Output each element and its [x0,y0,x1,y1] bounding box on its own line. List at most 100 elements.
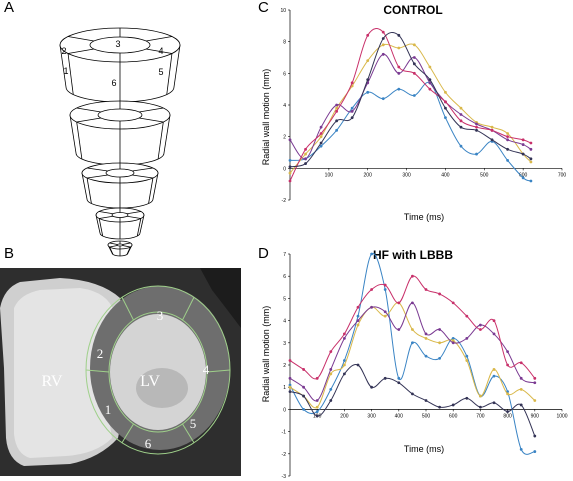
segment-divider [67,48,95,54]
data-point [319,141,323,145]
mri-segment-label-3: 3 [157,308,164,323]
segment-side-divider [148,177,154,204]
data-point [302,368,305,371]
data-point [444,106,447,110]
lung-region [200,268,241,328]
lv-label: LV [140,373,160,390]
segment-boundary [85,369,110,373]
data-point [533,450,537,453]
segmentation-contours [85,285,231,455]
data-point [288,179,292,183]
data-point [288,165,292,169]
data-point [397,65,401,69]
data-point [315,376,319,380]
data-point [475,152,478,156]
data-point [438,328,441,331]
data-point [506,135,509,139]
data-point [479,394,482,398]
data-point [302,385,305,389]
data-point [411,328,414,331]
data-point [506,147,509,151]
data-point [411,301,414,305]
data-point [397,328,401,331]
data-point [412,56,416,59]
segment-divider [76,117,102,123]
data-point [381,30,385,34]
data-point [343,359,346,362]
data-point [451,301,455,305]
ring-level-5 [107,240,133,257]
data-point [366,78,370,82]
y-tick-label: 6 [283,274,286,280]
papillary-region [136,368,188,408]
data-point [383,314,387,318]
rv-label: RV [42,373,63,390]
data-point [329,368,333,371]
data-point [370,288,373,291]
data-point [335,106,339,110]
segment-divider [145,48,173,54]
y-tick-label: 4 [283,103,286,109]
data-point [335,128,339,132]
segment-divider [109,245,118,248]
data-point [370,305,373,309]
data-point [506,390,509,394]
data-point [356,305,360,309]
data-point [335,103,339,107]
hf-lbbb-radial-motion-chart: HF with LBBB Radial wall motion (mm) Tim… [261,248,568,480]
data-point [492,374,496,378]
series-line-2 [289,302,536,409]
y-tick-label: 0 [283,407,286,413]
y-axis-label: Radial wall motion (mm) [261,306,271,403]
data-point [288,171,292,175]
data-point [529,179,533,183]
data-point [397,87,401,91]
chart-title: HF with LBBB [373,248,453,262]
series-line-1 [289,252,535,455]
segment-label-4: 4 [158,46,163,56]
segment-divider [122,242,131,245]
panel-a-letter: A [4,0,15,16]
data-point [428,65,432,69]
x-tick-label: 700 [558,172,567,178]
data-point [533,376,537,380]
data-point [397,46,401,50]
data-point [397,71,401,75]
x-tick-label: 200 [364,172,373,178]
data-point [356,363,360,367]
data-point [350,109,354,113]
data-point [490,128,494,132]
data-point [506,132,509,135]
data-point [335,109,339,113]
y-tick-label: 0 [283,166,286,172]
segment-divider [126,211,141,215]
data-point [519,447,523,451]
segment-side-divider [126,246,131,255]
data-point [465,314,469,318]
data-point [343,363,346,367]
segment-divider [132,167,153,172]
segment-divider [132,174,153,179]
ring-hole [97,108,143,122]
data-point [397,381,401,385]
data-point [465,359,469,362]
data-point [465,336,469,340]
data-point [304,152,307,156]
data-point [506,159,509,162]
data-point [356,319,360,322]
data-point [412,94,416,97]
data-point [335,119,339,123]
data-point [521,176,525,180]
data-point [438,356,441,360]
rv-bright [14,288,114,458]
segment-divider [109,242,118,245]
x-axis-label: Time (ms) [404,212,444,222]
data-point [490,138,494,142]
data-point [383,310,387,314]
segment-divider [67,36,95,42]
data-point [424,336,428,340]
data-point [356,323,360,327]
x-axis-label: Time (ms) [404,444,444,454]
data-point [304,147,307,151]
ventricle-segment-diagram: 1 2 3 4 5 6 [59,27,181,257]
